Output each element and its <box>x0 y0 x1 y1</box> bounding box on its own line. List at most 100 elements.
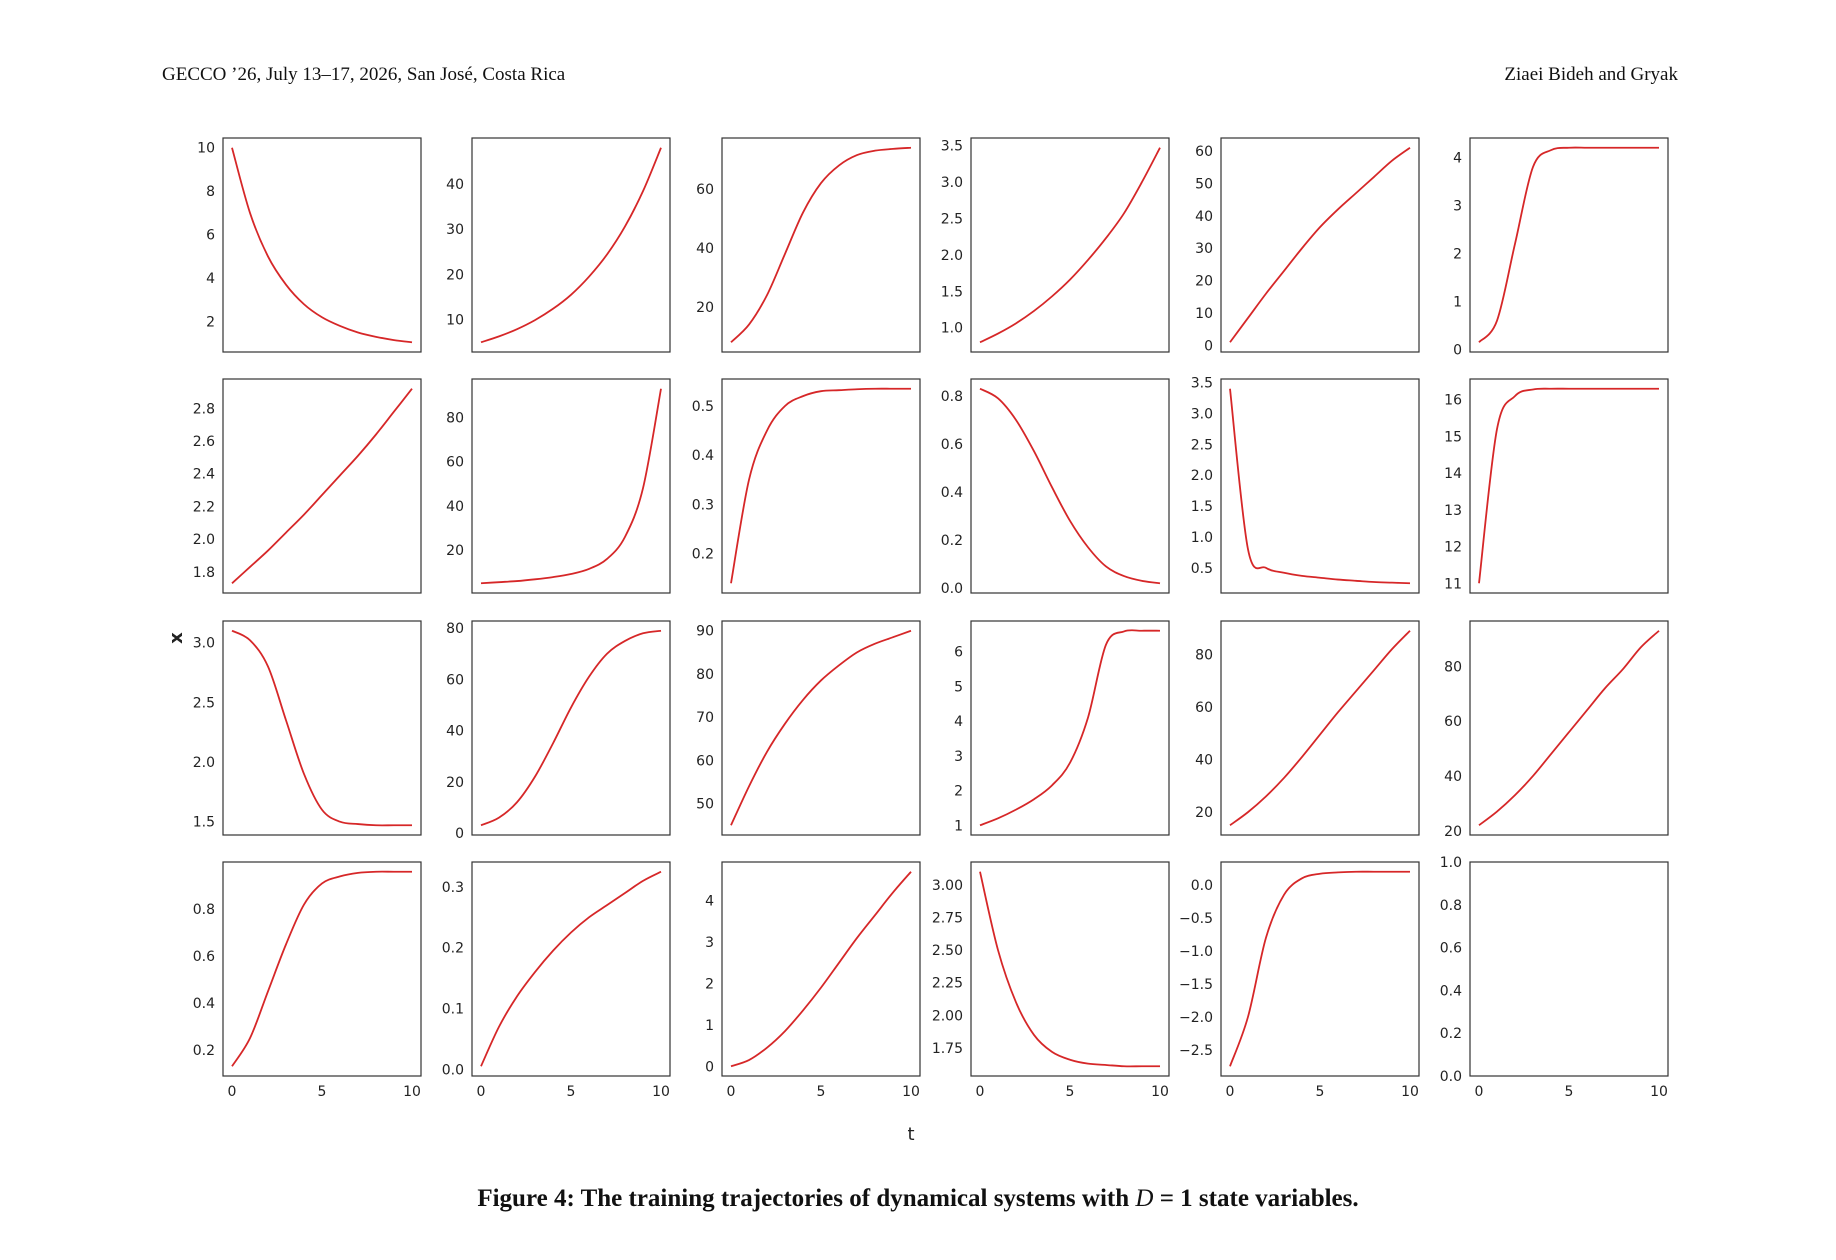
y-tick-label: 8 <box>206 184 215 200</box>
axes-frame <box>471 378 671 594</box>
y-tick-label: 30 <box>1195 241 1213 257</box>
y-tick-label: 0 <box>705 1059 714 1075</box>
subplot-9: 0.2 0.3 0.4 0.5 <box>692 378 921 594</box>
y-tick-label: 20 <box>1444 824 1462 840</box>
subplot-15: 50 60 70 80 90 <box>696 620 921 836</box>
y-tick-label: 2.5 <box>1191 437 1213 453</box>
trajectory-line <box>480 388 662 585</box>
trajectory-line <box>979 147 1161 344</box>
x-tick-label: 0 <box>1226 1084 1235 1100</box>
subplot-2: 10 20 30 40 <box>446 137 671 353</box>
axes-frame <box>222 378 422 594</box>
y-tick-label: 4 <box>954 714 963 730</box>
trajectory-line <box>730 871 912 1068</box>
subplot-3: 20 40 60 <box>696 137 921 353</box>
trajectory-line <box>1229 388 1411 585</box>
y-tick-label: 4 <box>1453 150 1462 166</box>
y-tick-label: −0.5 <box>1179 911 1213 927</box>
y-tick-label: 6 <box>206 228 215 244</box>
y-tick-label: 60 <box>696 182 714 198</box>
y-tick-label: 3 <box>954 749 963 765</box>
trajectory-line <box>231 629 412 827</box>
y-tick-label: 2.2 <box>193 499 215 515</box>
axes-frame <box>222 620 422 836</box>
y-tick-label: 90 <box>696 624 714 640</box>
y-tick-label: 20 <box>696 300 714 316</box>
y-tick-label: 0.8 <box>193 902 215 918</box>
x-tick-label: 0 <box>976 1084 985 1100</box>
y-tick-label: 2.6 <box>193 434 215 450</box>
y-tick-label: 80 <box>1195 647 1213 663</box>
axes-frame <box>970 861 1170 1077</box>
y-tick-label: 16 <box>1444 393 1462 409</box>
y-tick-label: 0.2 <box>692 547 714 563</box>
caption-prefix: Figure 4: The training trajectories of d… <box>477 1185 1136 1212</box>
x-tick-label: 10 <box>403 1084 421 1100</box>
axes-frame <box>1469 861 1669 1077</box>
y-tick-label: 0.8 <box>941 389 963 405</box>
x-tick-label: 10 <box>1401 1084 1419 1100</box>
y-tick-label: 1.5 <box>941 284 963 300</box>
axes-frame <box>1220 861 1420 1077</box>
y-tick-label: 0.6 <box>193 949 215 965</box>
subplot-19: 0.2 0.4 0.6 0.8 0 5 10 <box>193 861 422 1100</box>
y-tick-label: 5 <box>954 679 963 695</box>
y-tick-label: 70 <box>696 710 714 726</box>
y-tick-label: 50 <box>696 797 714 813</box>
axes-frame <box>1469 378 1669 594</box>
y-tick-label: 2.8 <box>193 401 215 417</box>
y-tick-label: 0.3 <box>442 880 464 896</box>
trajectory-line <box>231 388 413 584</box>
x-tick-label: 0 <box>477 1084 486 1100</box>
y-tick-label: 30 <box>446 222 464 238</box>
y-tick-label: 1.0 <box>1440 855 1462 871</box>
y-tick-label: 12 <box>1444 540 1462 556</box>
subplot-20: 0.0 0.1 0.2 0.3 0 5 10 <box>442 861 671 1100</box>
y-axis-label: x <box>166 632 187 644</box>
y-tick-label: 0.3 <box>692 497 714 513</box>
y-tick-label: 20 <box>1195 274 1213 290</box>
y-tick-label: 0.4 <box>193 996 215 1012</box>
y-tick-label: 3.0 <box>1191 406 1213 422</box>
subplot-10: 0.0 0.2 0.4 0.6 0.8 <box>941 378 1170 597</box>
y-tick-label: 6 <box>954 645 963 661</box>
y-tick-label: 2 <box>705 976 714 992</box>
y-tick-label: 1.5 <box>1191 499 1213 515</box>
trajectory-line <box>730 629 912 826</box>
y-tick-label: 0 <box>1204 339 1213 355</box>
y-tick-label: 80 <box>1444 659 1462 675</box>
y-tick-label: 3.0 <box>193 636 215 652</box>
trajectory-line <box>231 147 413 344</box>
axes-frame <box>970 378 1170 594</box>
y-tick-label: 10 <box>446 313 464 329</box>
trajectory-line <box>730 387 911 584</box>
y-tick-label: −1.5 <box>1179 977 1213 993</box>
x-tick-label: 0 <box>1475 1084 1484 1100</box>
trajectory-grid-figure: 246810102030402040601.01.52.02.53.03.501… <box>166 137 1669 1145</box>
y-tick-label: 60 <box>1444 714 1462 730</box>
y-tick-label: 2 <box>954 784 963 800</box>
y-tick-label: 15 <box>1444 429 1462 445</box>
trajectory-line <box>979 871 1160 1068</box>
y-tick-label: 2.5 <box>941 211 963 227</box>
axes-frame <box>471 137 671 353</box>
y-tick-label: 0.2 <box>193 1043 215 1059</box>
y-tick-label: 3.00 <box>932 878 963 894</box>
y-tick-label: 20 <box>1195 805 1213 821</box>
subplot-7: 1.8 2.0 2.2 2.4 2.6 2.8 <box>193 378 422 594</box>
y-tick-label: 2.0 <box>193 532 215 548</box>
axes-frame <box>1220 378 1420 594</box>
subplot-5: 0 10 20 30 40 50 60 <box>1195 137 1420 355</box>
x-tick-label: 5 <box>1316 1084 1325 1100</box>
x-tick-label: 0 <box>727 1084 736 1100</box>
axes-frame <box>970 137 1170 353</box>
y-tick-label: 80 <box>446 410 464 426</box>
y-tick-label: 2.50 <box>932 943 963 959</box>
y-tick-label: 11 <box>1444 576 1462 592</box>
y-tick-label: 60 <box>446 672 464 688</box>
y-tick-label: 40 <box>446 177 464 193</box>
y-tick-label: 80 <box>696 667 714 683</box>
y-tick-label: 2.00 <box>932 1008 963 1024</box>
x-tick-label: 10 <box>902 1084 920 1100</box>
axes-frame <box>222 137 422 353</box>
